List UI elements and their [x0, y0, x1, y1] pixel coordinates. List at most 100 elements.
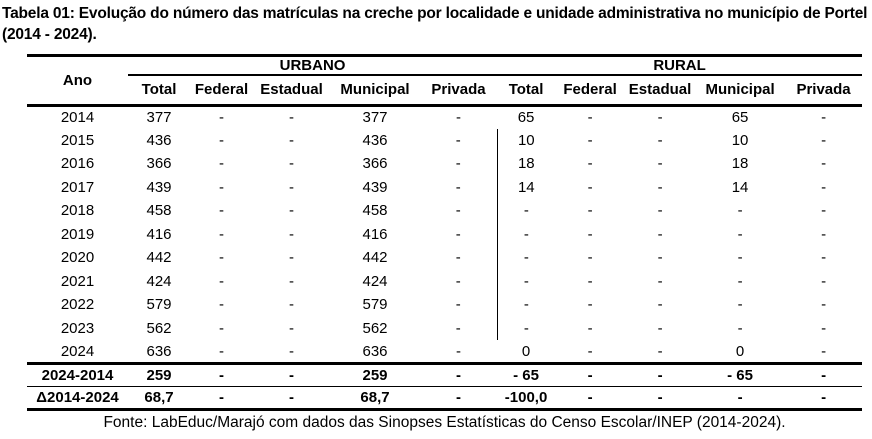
value-cell: 366 [362, 155, 388, 173]
value-cell: - [821, 109, 827, 126]
value-cell: 636 [362, 342, 388, 360]
value-cell: - [496, 222, 556, 246]
table-row: 2017 439 - - 439 - 14 - - 14 - [27, 175, 862, 199]
value-cell: - [455, 296, 461, 314]
col-header-urbano-federal: Federal [190, 75, 253, 107]
summary-value-cell: - [555, 362, 626, 387]
col-header-urbano-privada: Privada [420, 75, 498, 107]
value-cell: 436 [146, 131, 172, 149]
value-cell: - [219, 319, 224, 337]
summary-value-cell: - [625, 386, 696, 410]
col-header-urbano-estadual: Estadual [253, 75, 330, 107]
value-cell: - [219, 155, 224, 173]
value-cell: - [657, 225, 663, 243]
value-cell: - [219, 342, 224, 360]
value-cell: - [219, 202, 224, 220]
summary-value-cell: - [625, 362, 696, 387]
value-cell: 442 [362, 249, 388, 267]
col-header-ano: Ano [27, 55, 128, 107]
table-row: 2019 416 - - 416 - - - - - - [27, 222, 862, 246]
value-cell: - [657, 178, 663, 196]
value-cell: - [657, 296, 663, 314]
value-cell: - [456, 342, 462, 360]
value-cell: 0 [735, 342, 745, 360]
col-header-rural-federal: Federal [555, 75, 626, 107]
value-cell: - [496, 199, 556, 223]
table-row: 2023 562 - - 562 - - - - - - [27, 316, 862, 340]
summary-value-cell: - [420, 362, 498, 387]
value-cell: - [587, 202, 593, 220]
col-group-rural: RURAL [497, 55, 863, 76]
summary-value-cell: - [190, 386, 253, 410]
value-cell: - [455, 131, 461, 149]
table-row: 2018 458 - - 458 - - - - - - [27, 199, 862, 223]
value-cell: - [587, 109, 593, 126]
value-cell: - [219, 225, 224, 243]
value-cell: 416 [362, 225, 388, 243]
value-cell: 416 [146, 225, 172, 243]
value-cell: 366 [146, 155, 172, 173]
summary-value-cell: 68,7 [128, 386, 190, 410]
value-cell: - [289, 202, 294, 220]
value-cell: - [219, 131, 224, 149]
value-cell: - [455, 225, 461, 243]
table-row: 2020 442 - - 442 - - - - - - [27, 246, 862, 270]
summary-value-cell: - 65 [497, 362, 556, 387]
table-row: 2024-2014 259- -259- - 65- - - 65- [27, 362, 863, 387]
value-cell: - [219, 296, 224, 314]
summary-value-cell: - [555, 386, 626, 410]
value-cell: - [737, 319, 743, 337]
value-cell: - [455, 202, 461, 220]
value-cell: - [821, 178, 827, 196]
value-cell: - [289, 109, 294, 126]
summary-value-cell: - [253, 362, 330, 387]
value-cell: 65 [731, 109, 749, 126]
value-cell: - [289, 249, 294, 267]
value-cell: - [821, 319, 827, 337]
table-row: 2022 579 - - 579 - - - - - - [27, 293, 862, 317]
table-body: 2014 377 - - 377 - 65 - - 65 - 2015 436 - - 436 - 10 - - 10 -… [27, 105, 862, 364]
value-cell: 458 [146, 202, 172, 220]
value-cell: - [821, 342, 827, 360]
year-cell: 2017 [60, 178, 95, 196]
year-cell: 2015 [60, 131, 95, 149]
summary-value-cell: - 65 [695, 362, 786, 387]
year-cell: 2016 [60, 155, 95, 173]
value-cell: - [456, 109, 462, 126]
col-header-urbano-municipal: Municipal [330, 75, 420, 107]
summary-value-cell: 68,7 [330, 386, 420, 410]
value-cell: - [821, 202, 827, 220]
table-row: 2016 366 - - 366 - 18 - - 18 - [27, 152, 862, 176]
value-cell: - [657, 342, 663, 360]
table-header: Ano URBANO RURAL Total Federal Estadual Mun… [27, 55, 863, 107]
value-cell: - [496, 316, 556, 340]
value-cell: - [737, 296, 743, 314]
value-cell: 65 [517, 109, 535, 126]
value-cell: 579 [146, 296, 172, 314]
value-cell: 18 [731, 155, 749, 173]
value-cell: 579 [362, 296, 388, 314]
value-cell: - [657, 272, 663, 290]
value-cell: - [455, 272, 461, 290]
value-cell: - [657, 155, 663, 173]
subheader-row: Total Federal Estadual Municipal Privada Tota… [27, 75, 863, 107]
matriculas-table: Ano URBANO RURAL Total Federal Estadual Mun… [27, 54, 863, 411]
value-cell: - [587, 225, 593, 243]
summary-value-cell: - [190, 362, 253, 387]
table-summary: 2024-2014 259- -259- - 65- - - 65- Δ2014-2024 6… [27, 362, 863, 410]
summary-value-cell: - [785, 362, 863, 387]
value-cell: 424 [362, 272, 388, 290]
value-cell: 458 [362, 202, 388, 220]
value-cell: - [496, 269, 556, 293]
value-cell: - [587, 249, 593, 267]
value-cell: 636 [146, 342, 172, 360]
value-cell: 562 [362, 319, 388, 337]
value-cell: - [219, 272, 224, 290]
value-cell: 14 [731, 178, 749, 196]
value-cell: 0 [521, 342, 531, 360]
col-header-rural-total: Total [497, 75, 556, 107]
value-cell: - [821, 155, 827, 173]
value-cell: - [289, 272, 294, 290]
summary-value-cell: 259 [330, 362, 420, 387]
value-cell: - [821, 249, 827, 267]
